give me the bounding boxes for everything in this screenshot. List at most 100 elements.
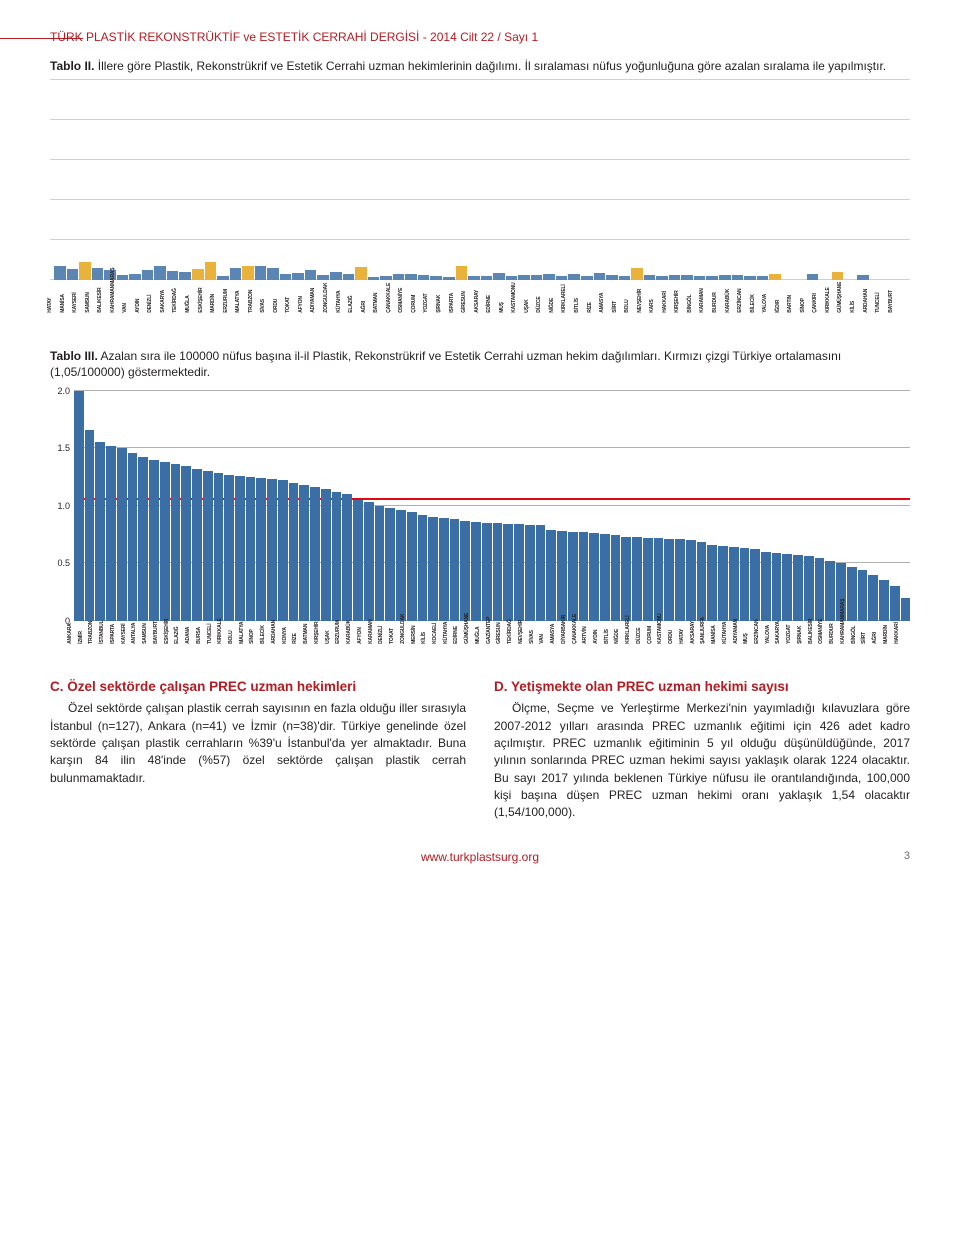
chart1-bar [568, 80, 580, 280]
chart2-bar [761, 391, 771, 621]
chart1-bar [330, 80, 342, 280]
chart2-bar-fill [514, 524, 524, 621]
column-d: D. Yetişmekte olan PREC uzman hekimi say… [494, 677, 910, 822]
chart2-bar-fill [289, 483, 299, 621]
chart2-bar-fill [750, 549, 760, 620]
chart2-ytick-label: 1.0 [57, 501, 74, 511]
chart1-bar [380, 80, 392, 280]
chart2-bar-fill [493, 523, 503, 621]
chart2-bar [396, 391, 406, 621]
chart2-bar [536, 391, 546, 621]
chart1-bar [368, 80, 380, 280]
chart2-bar [171, 391, 181, 621]
chart1-bar [54, 80, 66, 280]
chart2-bar [332, 391, 342, 621]
chart2-bar-fill [525, 525, 535, 620]
chart1-bar-fill [330, 272, 342, 280]
chart2-bar-fill [718, 546, 728, 621]
chart2-bar [825, 391, 835, 621]
chart2-ytick-label: 1.5 [57, 443, 74, 453]
chart1-bar-fill [493, 273, 505, 280]
chart2-bar-fill [299, 485, 309, 621]
chart2-bar-fill [804, 556, 814, 620]
chart1-bar [531, 80, 543, 280]
chart2-bar [675, 391, 685, 621]
chart2-bar-fill [611, 535, 621, 620]
chart2-bar-fill [879, 580, 889, 620]
chart1-bar [518, 80, 530, 280]
chart1-bar [493, 80, 505, 280]
chart2-bar-fill [632, 537, 642, 621]
chart1-bar [355, 80, 367, 280]
chart2-bar [450, 391, 460, 621]
chart1-xlabels: HATAYMANİSAKAYSERİSAMSUNBALIKESİRKAHRAMA… [54, 280, 906, 320]
chart2-bar [460, 391, 470, 621]
chart2-bar-fill [664, 539, 674, 621]
chart2-bar-fill [729, 547, 739, 621]
chart2-bar-fill [128, 453, 138, 621]
chart1-bar [782, 80, 794, 280]
chart1-bar-fill [154, 266, 166, 280]
chart1-bar [104, 80, 116, 280]
chart1-bar-fill [205, 262, 217, 280]
chart2-bar [890, 391, 900, 621]
chart1-bar [129, 80, 141, 280]
chart1-bar [732, 80, 744, 280]
chart2-bar [664, 391, 674, 621]
chart1-bar [292, 80, 304, 280]
chart2-bar-fill [697, 542, 707, 620]
chart2-bar [342, 391, 352, 621]
chart1-bar [706, 80, 718, 280]
footer: www.turkplastsurg.org 3 [50, 850, 910, 864]
section-d-title: D. Yetişmekte olan PREC uzman hekimi say… [494, 677, 910, 697]
chart1-bar [79, 80, 91, 280]
chart2-bar [289, 391, 299, 621]
chart1-bars [50, 80, 910, 280]
chart2-bar [299, 391, 309, 621]
chart1-bar [543, 80, 555, 280]
chart2-bar-fill [235, 476, 245, 621]
journal-header: TÜRK PLASTİK REKONSTRÜKTİF ve ESTETİK CE… [50, 30, 910, 44]
chart2-bar-fill [858, 570, 868, 621]
chart2-bar [836, 391, 846, 621]
chart2-bar [138, 391, 148, 621]
chart2-bar [718, 391, 728, 621]
chart2-bar [310, 391, 320, 621]
section-c-body: Özel sektörde çalışan plastik cerrah say… [50, 700, 466, 787]
chart2-bar [267, 391, 277, 621]
chart2: 00.51.01.52.0ANKARAİZMİRTRABZONİSTANBULI… [50, 391, 910, 651]
chart1-bar [619, 80, 631, 280]
chart1-bar-fill [179, 272, 191, 280]
chart2-bar-fill [418, 515, 428, 621]
chart2-bar-fill [95, 442, 105, 620]
chart2-bar [707, 391, 717, 621]
chart1-bar-fill [292, 273, 304, 280]
chart2-bar [353, 391, 363, 621]
chart2-bar [181, 391, 191, 621]
chart2-bar [246, 391, 256, 621]
chart1-bar [317, 80, 329, 280]
chart2-bar-fill [214, 473, 224, 620]
chart1-bar-fill [594, 273, 606, 280]
chart1-bar [794, 80, 806, 280]
chart2-bar-fill [396, 510, 406, 620]
chart2-bar [192, 391, 202, 621]
chart1-bar [669, 80, 681, 280]
chart1-bar-fill [255, 266, 267, 280]
chart2-bar [256, 391, 266, 621]
chart1-bar [694, 80, 706, 280]
chart1-bar-fill [242, 266, 254, 280]
chart1-bar-fill [54, 266, 66, 280]
chart1-bar [581, 80, 593, 280]
chart2-bar [600, 391, 610, 621]
chart2-bar-fill [782, 554, 792, 621]
chart2-bar [375, 391, 385, 621]
tablo2-caption-bold: Tablo II. [50, 59, 94, 73]
chart1-bar [179, 80, 191, 280]
chart2-bar-fill [428, 517, 438, 621]
chart1-bar [895, 80, 907, 280]
chart2-bar [654, 391, 664, 621]
chart2-bar [428, 391, 438, 621]
chart1-bar [393, 80, 405, 280]
chart2-bar-fill [482, 523, 492, 621]
